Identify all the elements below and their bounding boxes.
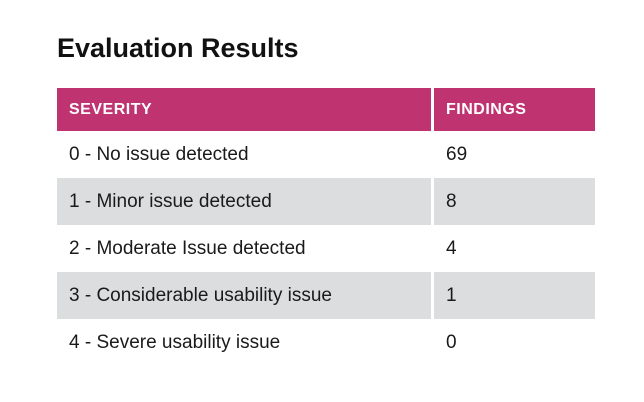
severity-cell: 4 - Severe usability issue — [57, 319, 434, 366]
evaluation-results-table: SEVERITY FINDINGS 0 - No issue detected 6… — [57, 88, 595, 366]
column-header-severity: SEVERITY — [57, 88, 434, 131]
table-body: 0 - No issue detected 69 1 - Minor issue d… — [57, 131, 595, 366]
table-row: 2 - Moderate Issue detected 4 — [57, 225, 595, 272]
findings-cell: 0 — [434, 319, 595, 366]
table-header-row: SEVERITY FINDINGS — [57, 88, 595, 131]
page-title: Evaluation Results — [57, 33, 299, 63]
severity-cell: 3 - Considerable usability issue — [57, 272, 434, 319]
table-row: 1 - Minor issue detected 8 — [57, 178, 595, 225]
severity-cell: 0 - No issue detected — [57, 131, 434, 178]
table-row: 3 - Considerable usability issue 1 — [57, 272, 595, 319]
severity-cell: 2 - Moderate Issue detected — [57, 225, 434, 272]
findings-cell: 8 — [434, 178, 595, 225]
severity-cell: 1 - Minor issue detected — [57, 178, 434, 225]
table-row: 0 - No issue detected 69 — [57, 131, 595, 178]
column-header-findings: FINDINGS — [434, 88, 595, 131]
findings-cell: 1 — [434, 272, 595, 319]
findings-cell: 69 — [434, 131, 595, 178]
table-row: 4 - Severe usability issue 0 — [57, 319, 595, 366]
findings-cell: 4 — [434, 225, 595, 272]
